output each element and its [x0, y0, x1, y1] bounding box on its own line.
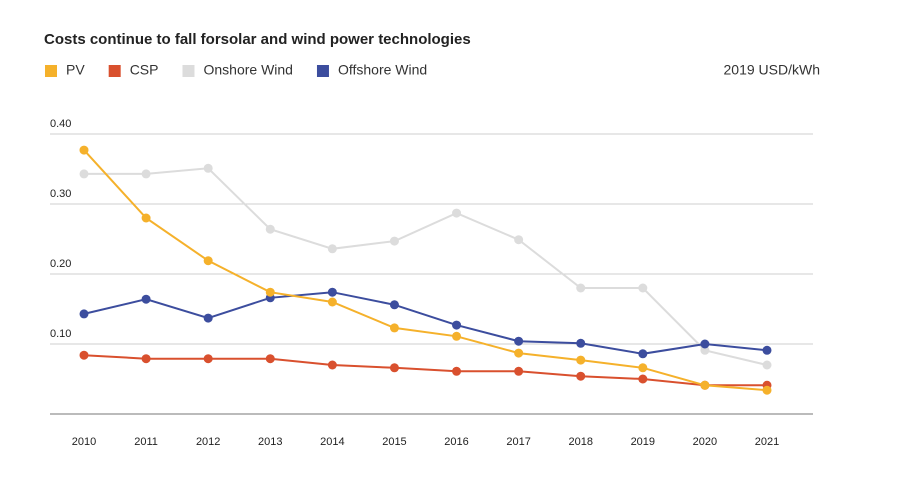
legend-swatch — [182, 65, 195, 77]
chart-title: Costs continue to fall forsolar and wind… — [44, 31, 471, 48]
data-point — [514, 336, 524, 346]
data-point — [79, 169, 89, 179]
legend-label: Onshore Wind — [203, 62, 292, 78]
data-point — [389, 323, 399, 333]
data-point — [141, 354, 151, 364]
legend-label: Offshore Wind — [338, 62, 427, 78]
data-point — [389, 363, 399, 373]
x-tick-label: 2012 — [196, 436, 220, 448]
x-tick-label: 2020 — [693, 436, 717, 448]
y-tick-label: 0.30 — [50, 188, 71, 200]
data-point — [389, 236, 399, 246]
data-point — [638, 363, 648, 373]
x-tick-label: 2010 — [72, 436, 96, 448]
data-point — [514, 235, 524, 245]
legend-label: CSP — [130, 62, 159, 78]
series-line — [83, 354, 767, 387]
x-tick-label: 2013 — [258, 436, 282, 448]
data-point — [265, 224, 275, 234]
data-point — [79, 145, 89, 155]
series-line — [84, 167, 768, 366]
data-point — [452, 320, 462, 330]
data-point — [700, 339, 710, 349]
data-point — [452, 208, 462, 218]
data-point — [327, 297, 337, 307]
unit-label: 2019 USD/kWh — [724, 62, 820, 78]
x-tick-label: 2019 — [631, 436, 655, 448]
x-tick-label: 2011 — [134, 436, 158, 448]
data-point — [576, 371, 586, 381]
data-point — [79, 350, 89, 360]
data-point — [79, 309, 89, 319]
data-point — [265, 354, 275, 364]
legend-swatch — [316, 65, 329, 77]
series-line — [83, 291, 768, 355]
data-point — [327, 244, 337, 254]
data-point — [327, 360, 337, 370]
data-point — [141, 169, 151, 179]
data-point — [514, 348, 524, 358]
data-point — [141, 294, 151, 304]
data-point — [576, 338, 586, 348]
data-point — [203, 313, 213, 323]
data-point — [576, 283, 586, 293]
data-point — [762, 360, 772, 370]
legend-label: PV — [66, 62, 85, 78]
x-tick-label: 2017 — [506, 436, 530, 448]
data-point — [203, 256, 213, 266]
data-point — [203, 354, 213, 364]
data-point — [514, 366, 524, 376]
y-tick-label: 0.40 — [50, 118, 71, 130]
series-line — [83, 149, 768, 392]
data-point — [576, 355, 586, 365]
data-point — [762, 345, 772, 355]
data-point — [700, 380, 710, 390]
data-point — [700, 345, 710, 355]
x-tick-label: 2016 — [444, 436, 468, 448]
data-point — [389, 300, 399, 310]
data-point — [452, 331, 462, 341]
data-point — [265, 287, 275, 297]
x-tick-label: 2015 — [382, 436, 406, 448]
data-point — [452, 366, 462, 376]
data-point — [141, 213, 151, 223]
x-tick-label: 2021 — [755, 436, 779, 448]
x-tick-label: 2014 — [320, 436, 344, 448]
data-point — [203, 163, 213, 173]
legend-swatch — [45, 65, 57, 77]
y-tick-label: 0.10 — [50, 328, 71, 340]
data-point — [638, 349, 648, 359]
y-tick-label: 0.20 — [50, 258, 71, 270]
legend-swatch — [108, 65, 121, 77]
data-point — [327, 287, 337, 297]
x-tick-label: 2018 — [568, 436, 592, 448]
data-point — [638, 374, 648, 384]
data-point — [638, 283, 648, 293]
data-point — [762, 385, 772, 395]
